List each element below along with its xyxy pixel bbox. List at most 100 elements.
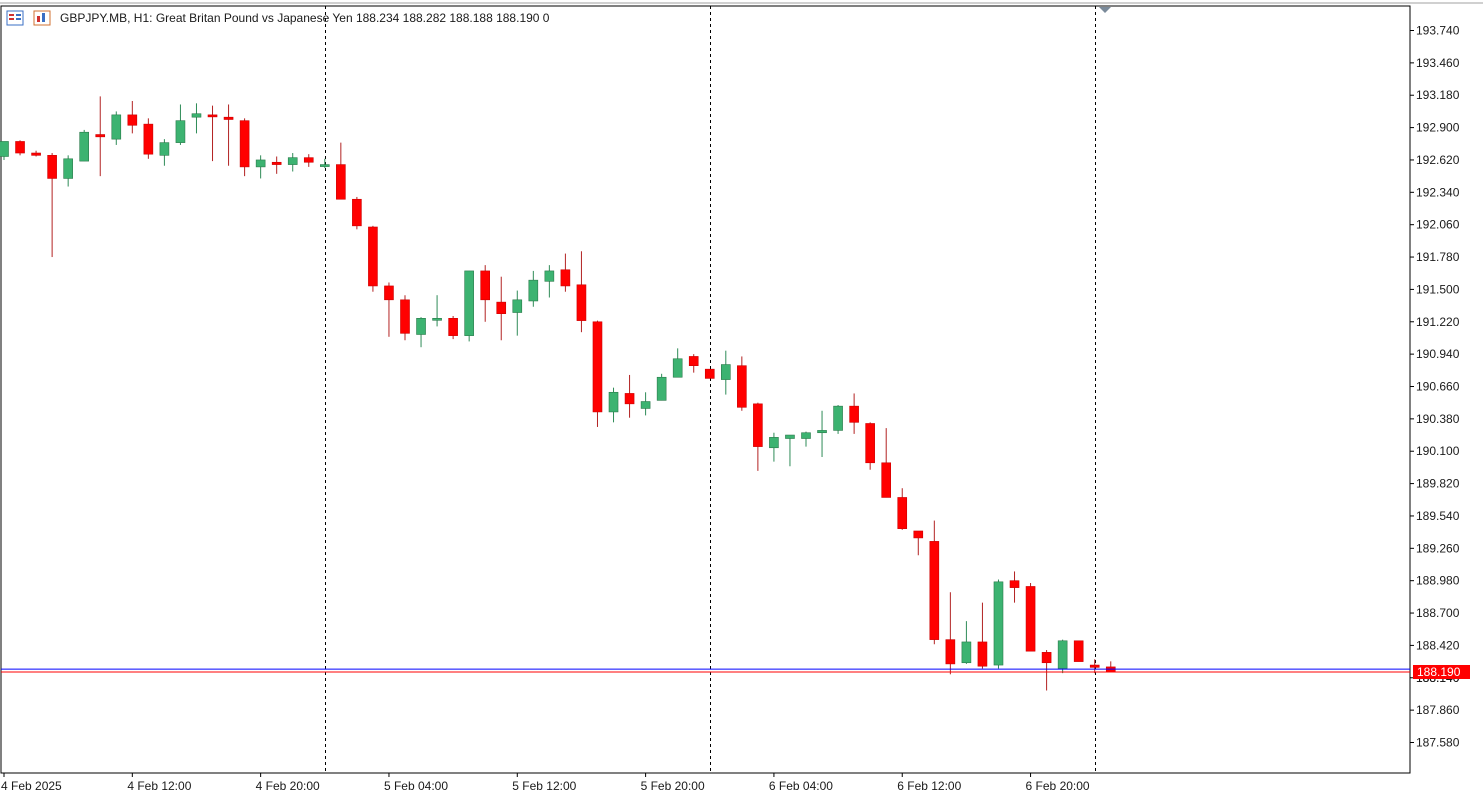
candle-body (688, 356, 699, 366)
time-axis[interactable]: 4 Feb 2025 4 Feb 12:00 4 Feb 20:00 5 Feb 04… (1, 773, 1090, 793)
candle-body (352, 198, 362, 227)
time-tick-label: 4 Feb 12:00 (127, 779, 191, 793)
candle-body (592, 321, 603, 413)
candle (961, 621, 972, 664)
candle (929, 520, 940, 645)
candle-body (640, 401, 651, 409)
price-axis[interactable]: 193.740 193.460 193.180 192.900 192.620 192.3… (1410, 24, 1470, 750)
current-price-tag (1413, 664, 1470, 679)
candle (608, 387, 619, 423)
candle (1009, 571, 1020, 603)
candle (63, 155, 73, 187)
candle (159, 139, 170, 166)
candle (881, 428, 892, 498)
candle-body (528, 279, 539, 302)
time-tick-label: 6 Feb 04:00 (769, 779, 833, 793)
time-tick-label: 5 Feb 04:00 (384, 779, 448, 793)
candle-body (656, 376, 667, 401)
candle-body (1073, 640, 1084, 662)
candle (592, 320, 603, 427)
candle-body (79, 131, 89, 162)
candle-body (384, 285, 394, 301)
candle (416, 317, 426, 348)
candle (384, 282, 394, 337)
candle (95, 96, 106, 177)
candle (1073, 640, 1084, 662)
candle (352, 196, 362, 230)
candle-body (1057, 640, 1068, 669)
price-tick-label: 187.860 (1416, 703, 1460, 717)
chart-template-icon[interactable] (33, 10, 51, 26)
candle-body (961, 641, 972, 664)
candle (672, 348, 683, 378)
candle (79, 129, 89, 162)
candle-body (785, 434, 795, 439)
candle (143, 118, 154, 159)
price-tick-label: 193.460 (1416, 56, 1460, 70)
candle-body (287, 157, 298, 165)
candle-body (319, 164, 330, 167)
price-tick-label: 188.420 (1416, 638, 1460, 652)
candle-body (303, 157, 314, 163)
candle-body (191, 113, 202, 118)
candle (576, 251, 587, 333)
candle-body (737, 365, 747, 408)
candle-body (544, 270, 555, 282)
candle (801, 431, 811, 447)
candle-body (63, 158, 73, 179)
candle (720, 350, 731, 395)
candle-body (416, 318, 426, 335)
candle (640, 392, 651, 416)
price-tick-label: 191.780 (1416, 250, 1460, 264)
candle-body (945, 639, 956, 665)
candle (560, 253, 571, 292)
candle (175, 104, 186, 145)
candle-body (15, 141, 25, 154)
candle (833, 404, 843, 434)
candle-body (624, 393, 635, 405)
candle (368, 225, 378, 292)
chart-header-title: GBPJPY.MB, H1: Great Britan Pound vs Jap… (60, 11, 550, 25)
candle-body (833, 405, 843, 431)
candle (624, 374, 635, 418)
candle (448, 315, 458, 340)
candle (913, 530, 924, 556)
current-price-label: 188.190 (1417, 665, 1461, 679)
candle-body (175, 120, 186, 143)
candle (528, 270, 539, 307)
candle-body (576, 284, 587, 321)
candle-body (400, 299, 410, 334)
candle (47, 153, 57, 258)
candle (15, 140, 25, 156)
candlesticks (0, 96, 1116, 691)
candle (239, 118, 250, 177)
candle-body (769, 437, 779, 449)
candle-body (336, 164, 346, 200)
candle (753, 402, 763, 471)
chart-menu-icon[interactable] (6, 10, 24, 26)
candle-body (881, 462, 892, 498)
candle-body (31, 152, 41, 156)
price-tick-label: 191.220 (1416, 315, 1460, 329)
chart-shift-marker[interactable] (1099, 7, 1111, 13)
candle-body (223, 116, 234, 120)
candle-body (1041, 652, 1052, 664)
candle-body (1009, 580, 1020, 588)
candle (480, 265, 491, 322)
candle-body (512, 299, 523, 313)
candle-body (127, 114, 138, 126)
candle (223, 104, 234, 166)
candle-body (255, 159, 266, 168)
candle (271, 156, 282, 174)
candle-body (480, 270, 491, 301)
candle (945, 592, 956, 675)
candle-body (432, 318, 442, 321)
candle-body (913, 530, 924, 539)
candle-body (977, 641, 988, 667)
candle (336, 142, 346, 200)
candle (111, 111, 122, 145)
candle (1057, 639, 1068, 674)
candle-body (817, 430, 827, 434)
